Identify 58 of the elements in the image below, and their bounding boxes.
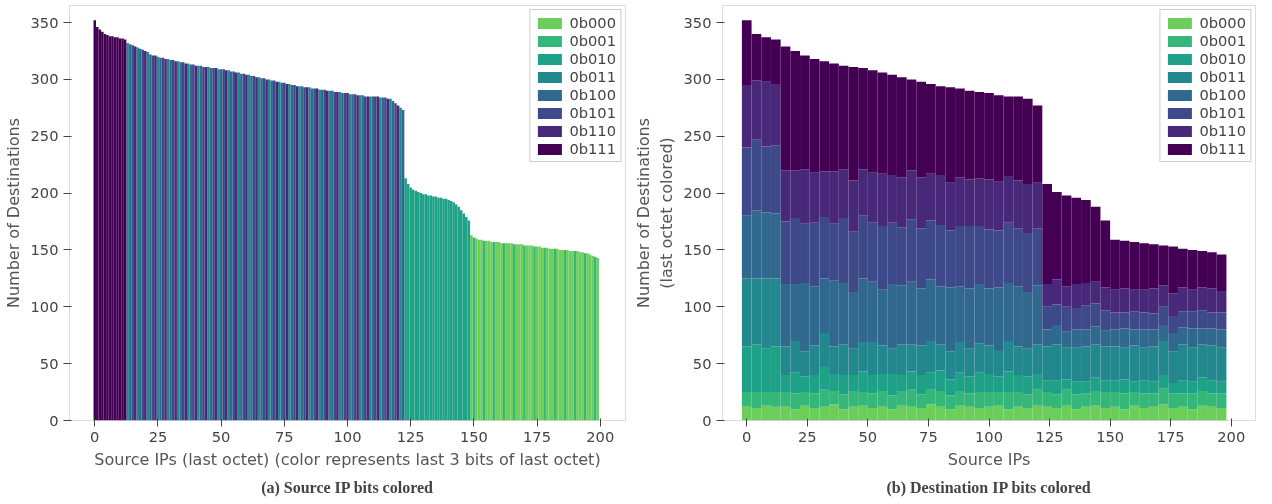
x-tick-label: 125 (1035, 427, 1064, 445)
y-axis-title: Number of Destinations (last octet colored) (633, 117, 676, 309)
y-tick-label: 200 (30, 184, 59, 202)
x-tick-label: 50 (211, 427, 231, 445)
legend-label: 0b010 (1199, 50, 1246, 67)
bar (465, 216, 468, 421)
legend-label: 0b110 (569, 122, 616, 139)
y-tick-label: 150 (683, 240, 712, 258)
y-tick-label: 250 (683, 127, 712, 145)
x-tick-label: 150 (1096, 427, 1125, 445)
legend-label: 0b111 (569, 140, 616, 157)
legend-label: 0b101 (1199, 104, 1246, 121)
x-tick-label: 0 (90, 427, 100, 445)
x-tick-label: 200 (1217, 427, 1246, 445)
x-tick-label: 75 (919, 427, 938, 445)
y-tick-label: 350 (30, 13, 59, 31)
text: (b) Destination IP bits colored (886, 478, 1091, 497)
y-axis-title: Number of Destinations (3, 117, 23, 309)
x-tick-label: 25 (148, 427, 168, 445)
x-tick-label: 200 (586, 427, 615, 445)
legend-label: 0b001 (569, 32, 616, 49)
x-axis-title: Source IPs (last octet) (color represents last 3 bits of last octet) (94, 449, 601, 469)
legend-label: 0b010 (569, 50, 616, 67)
y-tick-label: 50 (692, 354, 712, 372)
bar (404, 178, 407, 421)
legend-label: 0b011 (569, 68, 616, 85)
y-tick-label: 300 (683, 70, 712, 88)
y-tick-label: 300 (30, 70, 59, 88)
y-tick-label: 100 (683, 297, 712, 315)
legend-label: 0b100 (1199, 86, 1246, 103)
x-tick-label: 100 (333, 427, 362, 445)
y-tick-label: 250 (30, 127, 59, 145)
y-tick-label: 100 (30, 297, 59, 315)
x-tick-label: 175 (1156, 427, 1185, 445)
x-tick-label: 125 (396, 427, 425, 445)
x-tick-label: 150 (459, 427, 488, 445)
y-tick-label: 200 (683, 184, 712, 202)
legend-label: 0b101 (569, 104, 616, 121)
x-tick-label: 0 (742, 427, 752, 445)
legend-label: 0b011 (1199, 68, 1246, 85)
y-tick-label: 0 (702, 411, 712, 429)
legend-label: 0b000 (569, 14, 616, 31)
x-tick-label: 175 (523, 427, 552, 445)
y-tick-label: 50 (39, 354, 59, 372)
text: (a) Source IP bits colored (261, 478, 434, 497)
x-axis-title: Source IPs (947, 449, 1031, 469)
x-tick-label: 75 (274, 427, 294, 445)
y-tick-label: 350 (683, 13, 712, 31)
x-tick-label: 100 (975, 427, 1003, 445)
legend-label: 0b001 (1199, 32, 1246, 49)
x-tick-label: 25 (797, 427, 817, 445)
y-tick-label: 150 (30, 240, 59, 258)
legend-label: 0b110 (1199, 122, 1246, 139)
y-tick-label: 0 (49, 411, 59, 429)
legend-label: 0b100 (569, 86, 616, 103)
legend-label: 0b111 (1199, 140, 1246, 157)
legend-label: 0b000 (1199, 14, 1246, 31)
x-tick-label: 50 (858, 427, 878, 445)
